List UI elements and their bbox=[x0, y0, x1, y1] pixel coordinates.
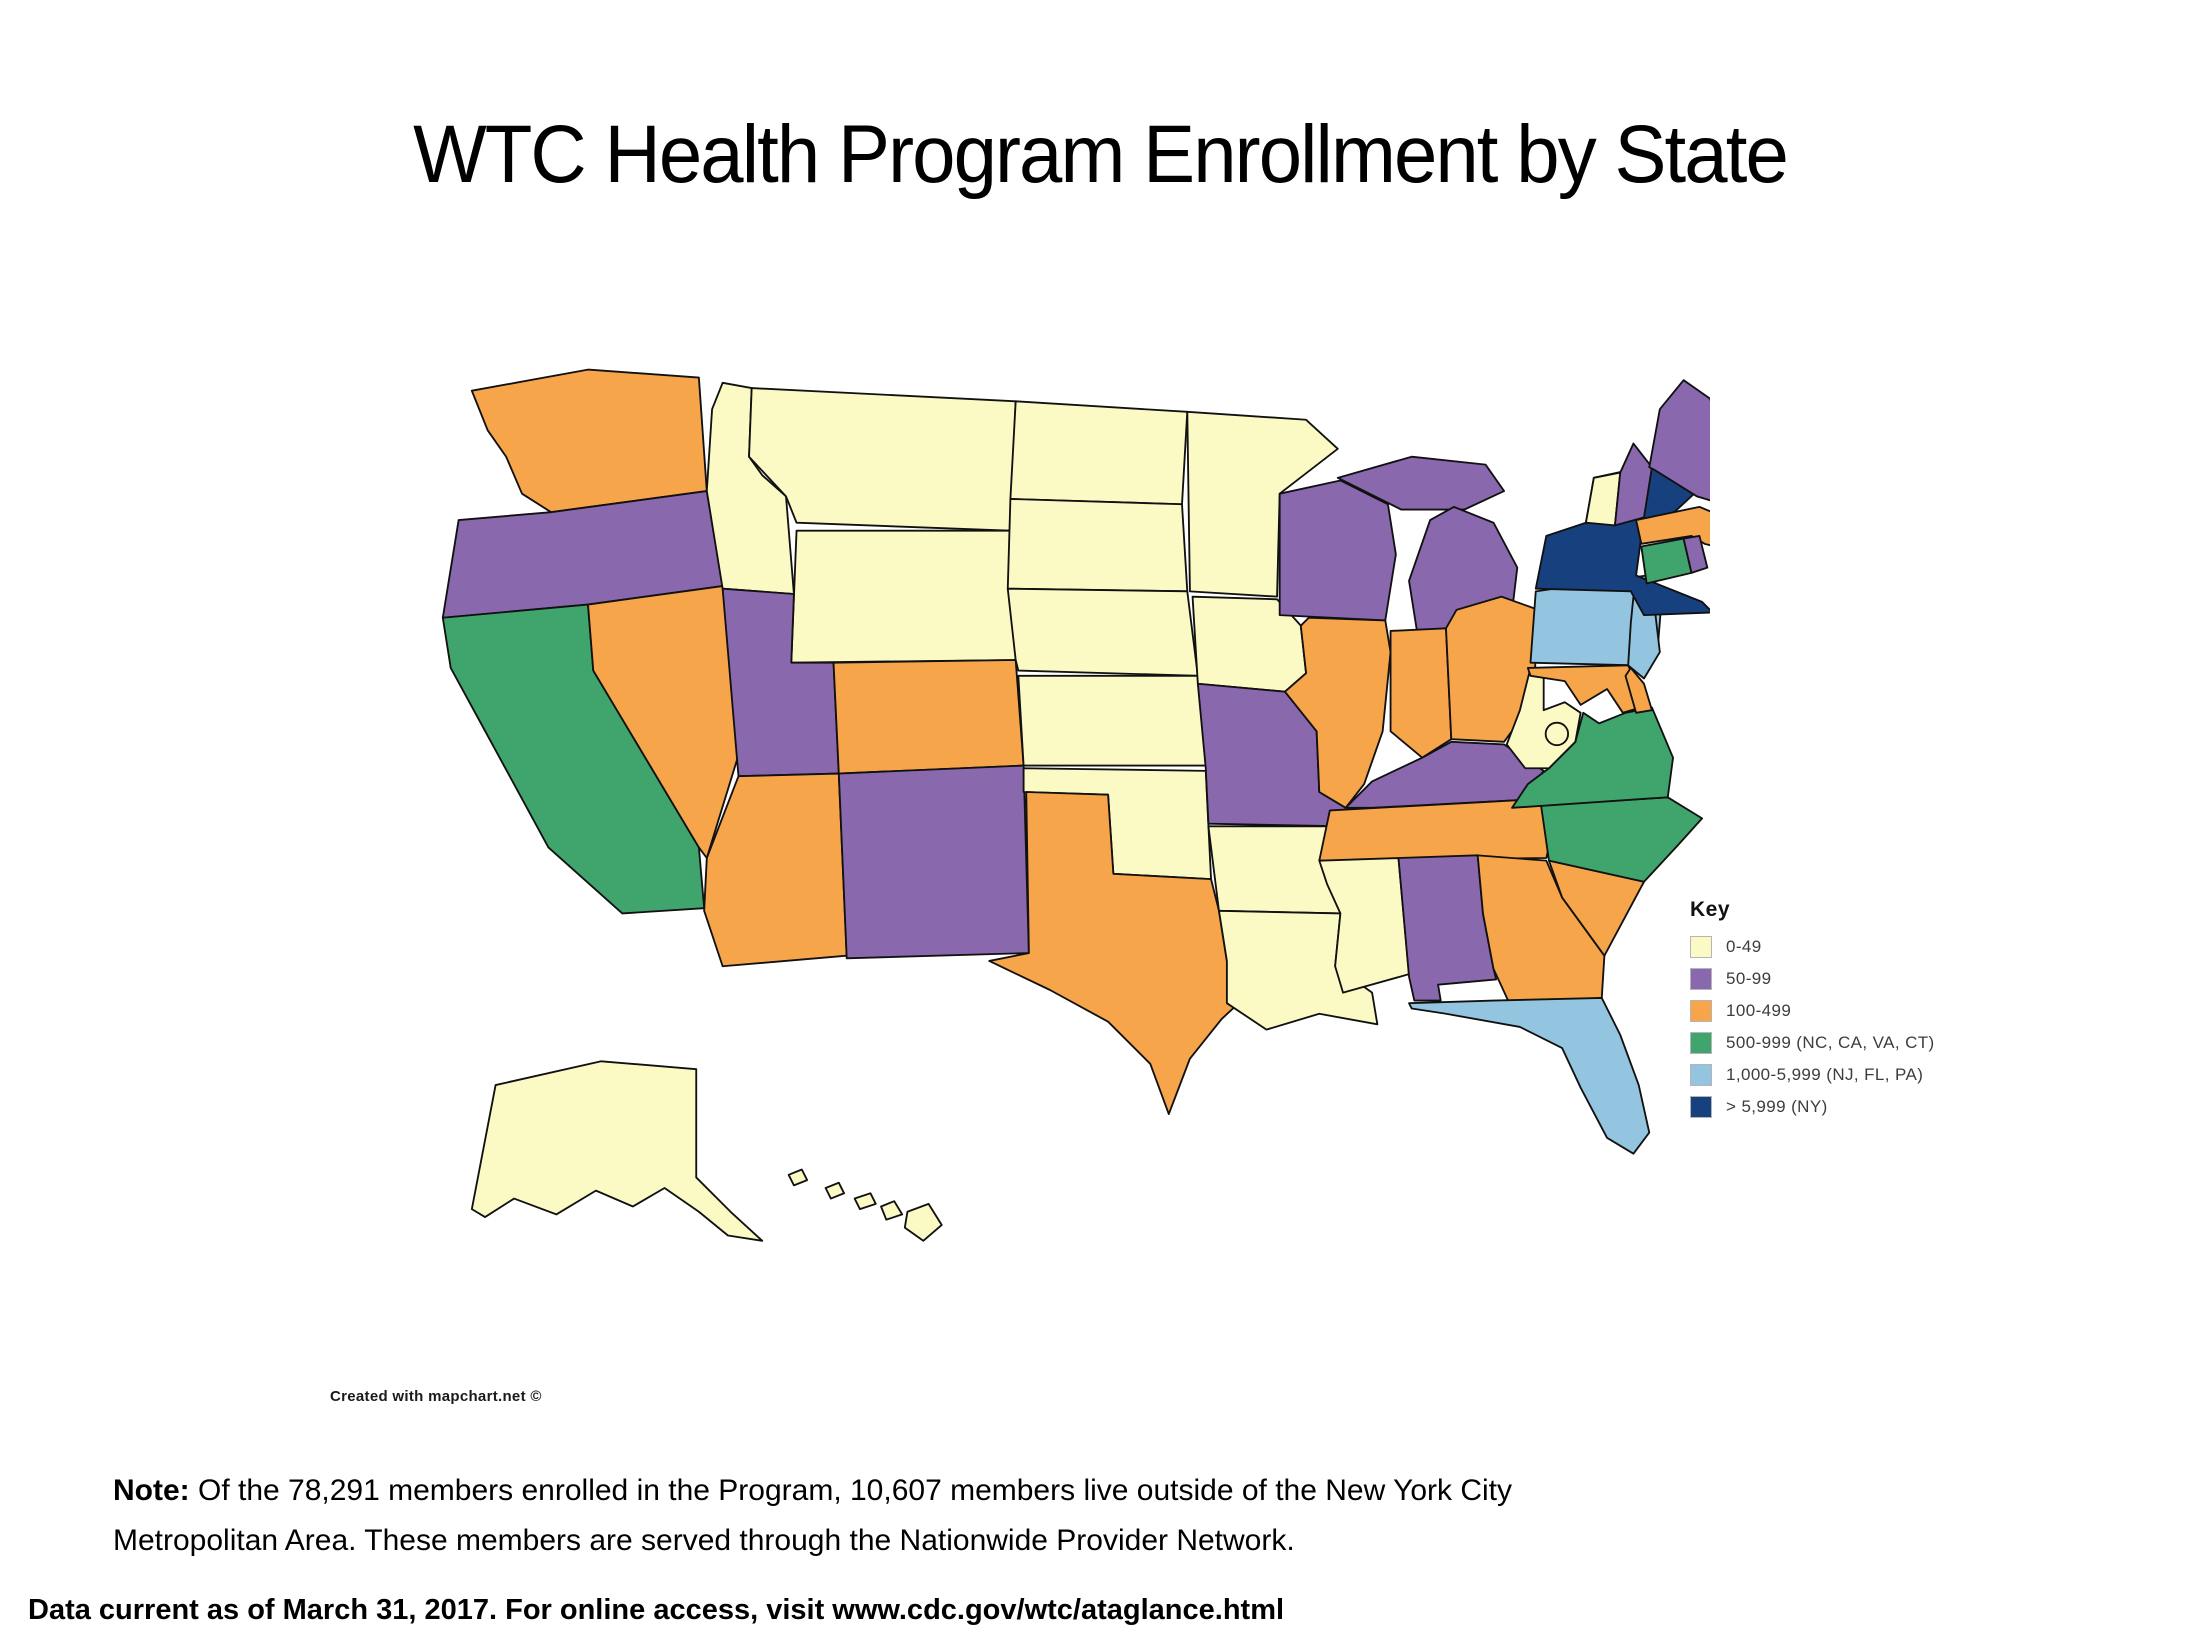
state-KS bbox=[1017, 674, 1207, 767]
state-AZ bbox=[703, 772, 848, 968]
data-current-footer: Data current as of March 31, 2017. For o… bbox=[28, 1594, 1285, 1626]
us-choropleth-map bbox=[390, 330, 1710, 1254]
state-ME bbox=[1648, 379, 1710, 502]
state-DC-marker bbox=[1544, 721, 1570, 747]
state-HI-maui bbox=[880, 1200, 904, 1221]
state-TX bbox=[988, 791, 1260, 1116]
state-WI bbox=[1278, 479, 1397, 622]
key-entry-over-5999: > 5,999 (NY) bbox=[1690, 1096, 1935, 1118]
us-map-svg bbox=[441, 368, 1710, 1242]
key-entry-0-49: 0-49 bbox=[1690, 936, 1935, 958]
state-MI-upper bbox=[1336, 455, 1506, 511]
key-swatch-100-499 bbox=[1690, 1000, 1712, 1022]
state-IN bbox=[1389, 627, 1453, 759]
key-label-50-99: 50-99 bbox=[1726, 969, 1772, 988]
state-WA bbox=[470, 368, 708, 514]
state-CO bbox=[832, 659, 1025, 775]
key-entry-50-99: 50-99 bbox=[1690, 968, 1935, 990]
state-SD bbox=[1006, 498, 1189, 593]
state-NM bbox=[837, 764, 1030, 960]
state-HI-oahu bbox=[824, 1181, 846, 1200]
state-HI-kauai bbox=[787, 1168, 809, 1187]
key-label-over-5999: > 5,999 (NY) bbox=[1726, 1097, 1828, 1116]
key-entry-100-499: 100-499 bbox=[1690, 1000, 1935, 1022]
key-label-100-499: 100-499 bbox=[1726, 1001, 1792, 1020]
note-body: Of the 78,291 members enrolled in the Pr… bbox=[113, 1474, 1512, 1557]
state-HI-hawaii bbox=[903, 1202, 943, 1242]
state-MT bbox=[748, 387, 1017, 532]
state-RI bbox=[1682, 534, 1709, 574]
note-text: Note: Of the 78,291 members enrolled in … bbox=[113, 1466, 1593, 1566]
key-swatch-0-49 bbox=[1690, 936, 1712, 958]
state-CT bbox=[1640, 537, 1693, 585]
state-HI-molokai bbox=[853, 1192, 877, 1211]
key-swatch-1000-5999 bbox=[1690, 1064, 1712, 1086]
state-NE bbox=[1006, 587, 1199, 677]
key-swatch-50-99 bbox=[1690, 968, 1712, 990]
state-MA bbox=[1635, 505, 1710, 547]
state-FL bbox=[1408, 996, 1651, 1155]
key-label-1000-5999: 1,000-5,999 (NJ, FL, PA) bbox=[1726, 1065, 1924, 1084]
state-WY bbox=[790, 529, 1017, 664]
note-label: Note: bbox=[113, 1474, 190, 1507]
mapchart-credit: Created with mapchart.net © bbox=[330, 1388, 542, 1405]
key-title: Key bbox=[1690, 898, 1731, 921]
key-swatch-over-5999 bbox=[1690, 1096, 1712, 1118]
map-key: Key 0-49 50-99 100-499 500-999 (NC, CA, … bbox=[1690, 898, 1935, 1128]
key-label-500-999: 500-999 (NC, CA, VA, CT) bbox=[1726, 1033, 1935, 1052]
key-entry-1000-5999: 1,000-5,999 (NJ, FL, PA) bbox=[1690, 1064, 1935, 1086]
key-swatch-500-999 bbox=[1690, 1032, 1712, 1054]
key-label-0-49: 0-49 bbox=[1726, 937, 1762, 956]
state-DE bbox=[1624, 666, 1653, 714]
state-AK bbox=[470, 1060, 764, 1242]
state-ND bbox=[1009, 400, 1189, 506]
page-title: WTC Health Program Enrollment by State bbox=[413, 109, 1789, 200]
key-entry-500-999: 500-999 (NC, CA, VA, CT) bbox=[1690, 1032, 1935, 1054]
